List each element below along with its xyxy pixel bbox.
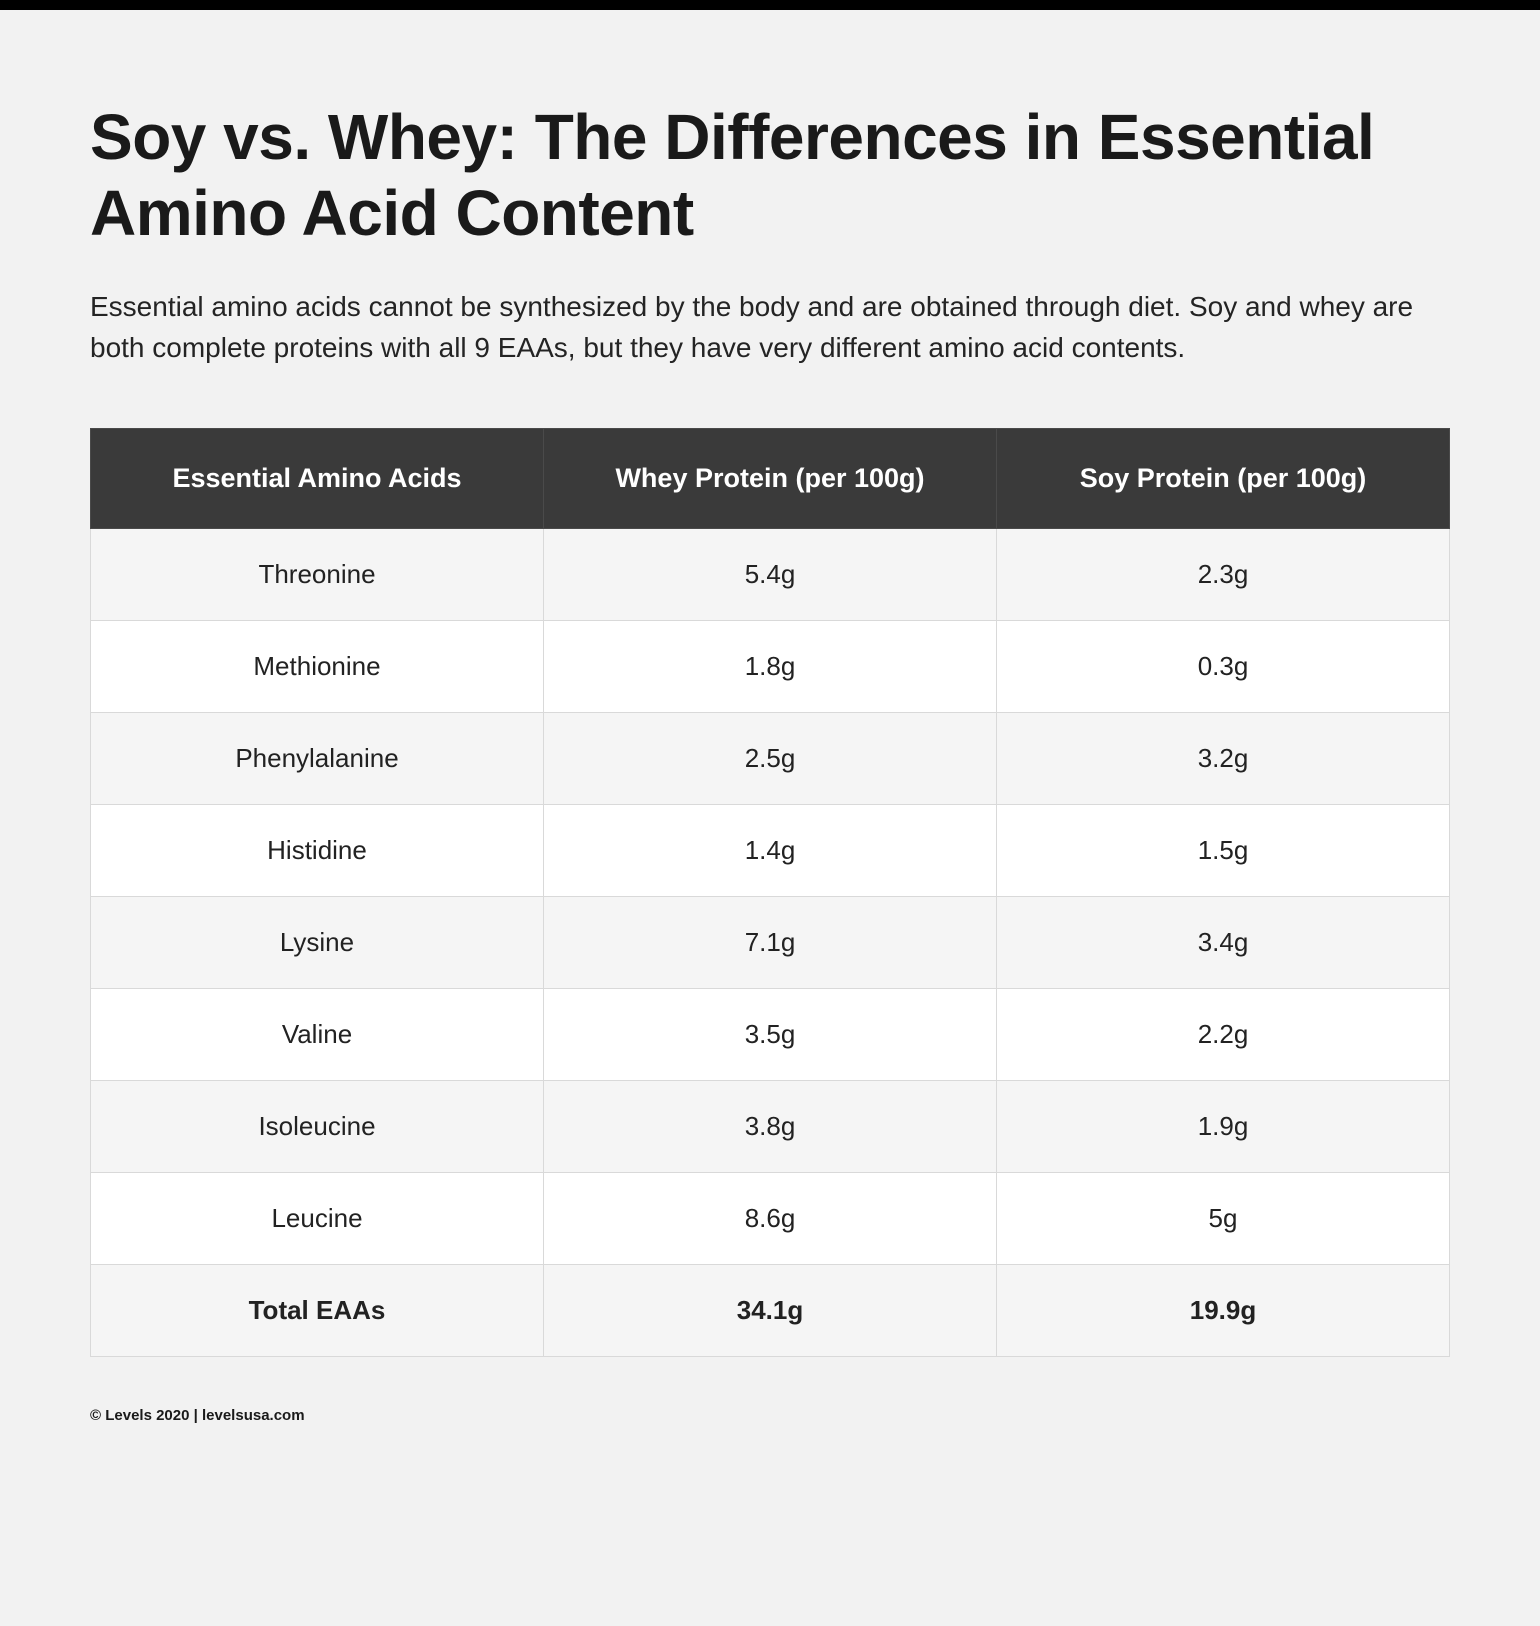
cell-whey: 2.5g — [544, 713, 997, 805]
cell-whey: 7.1g — [544, 897, 997, 989]
page-title: Soy vs. Whey: The Differences in Essenti… — [90, 100, 1450, 251]
amino-acid-table: Essential Amino Acids Whey Protein (per … — [90, 428, 1450, 1357]
cell-whey: 8.6g — [544, 1173, 997, 1265]
cell-total-whey: 34.1g — [544, 1265, 997, 1357]
cell-amino: Methionine — [91, 621, 544, 713]
cell-soy: 0.3g — [997, 621, 1450, 713]
table-header-row: Essential Amino Acids Whey Protein (per … — [91, 429, 1450, 529]
cell-soy: 1.9g — [997, 1081, 1450, 1173]
table-row: Phenylalanine 2.5g 3.2g — [91, 713, 1450, 805]
cell-amino: Lysine — [91, 897, 544, 989]
cell-whey: 1.8g — [544, 621, 997, 713]
cell-soy: 3.2g — [997, 713, 1450, 805]
table-row: Histidine 1.4g 1.5g — [91, 805, 1450, 897]
cell-total-label: Total EAAs — [91, 1265, 544, 1357]
table-row: Methionine 1.8g 0.3g — [91, 621, 1450, 713]
col-header-whey: Whey Protein (per 100g) — [544, 429, 997, 529]
amino-acid-table-container: Essential Amino Acids Whey Protein (per … — [90, 428, 1450, 1357]
top-bar — [0, 0, 1540, 10]
table-row: Leucine 8.6g 5g — [91, 1173, 1450, 1265]
cell-soy: 2.2g — [997, 989, 1450, 1081]
page-description: Essential amino acids cannot be synthesi… — [90, 287, 1450, 368]
cell-soy: 3.4g — [997, 897, 1450, 989]
cell-total-soy: 19.9g — [997, 1265, 1450, 1357]
cell-soy: 2.3g — [997, 529, 1450, 621]
cell-whey: 3.8g — [544, 1081, 997, 1173]
table-row: Threonine 5.4g 2.3g — [91, 529, 1450, 621]
table-row: Valine 3.5g 2.2g — [91, 989, 1450, 1081]
cell-amino: Phenylalanine — [91, 713, 544, 805]
cell-amino: Histidine — [91, 805, 544, 897]
col-header-amino: Essential Amino Acids — [91, 429, 544, 529]
table-row-total: Total EAAs 34.1g 19.9g — [91, 1265, 1450, 1357]
cell-amino: Leucine — [91, 1173, 544, 1265]
cell-whey: 1.4g — [544, 805, 997, 897]
cell-soy: 5g — [997, 1173, 1450, 1265]
cell-amino: Isoleucine — [91, 1081, 544, 1173]
page-container: Soy vs. Whey: The Differences in Essenti… — [0, 10, 1540, 1464]
cell-amino: Threonine — [91, 529, 544, 621]
table-row: Isoleucine 3.8g 1.9g — [91, 1081, 1450, 1173]
cell-amino: Valine — [91, 989, 544, 1081]
cell-soy: 1.5g — [997, 805, 1450, 897]
cell-whey: 5.4g — [544, 529, 997, 621]
cell-whey: 3.5g — [544, 989, 997, 1081]
col-header-soy: Soy Protein (per 100g) — [997, 429, 1450, 529]
footer-copyright: © Levels 2020 | levelsusa.com — [90, 1407, 1450, 1424]
table-row: Lysine 7.1g 3.4g — [91, 897, 1450, 989]
